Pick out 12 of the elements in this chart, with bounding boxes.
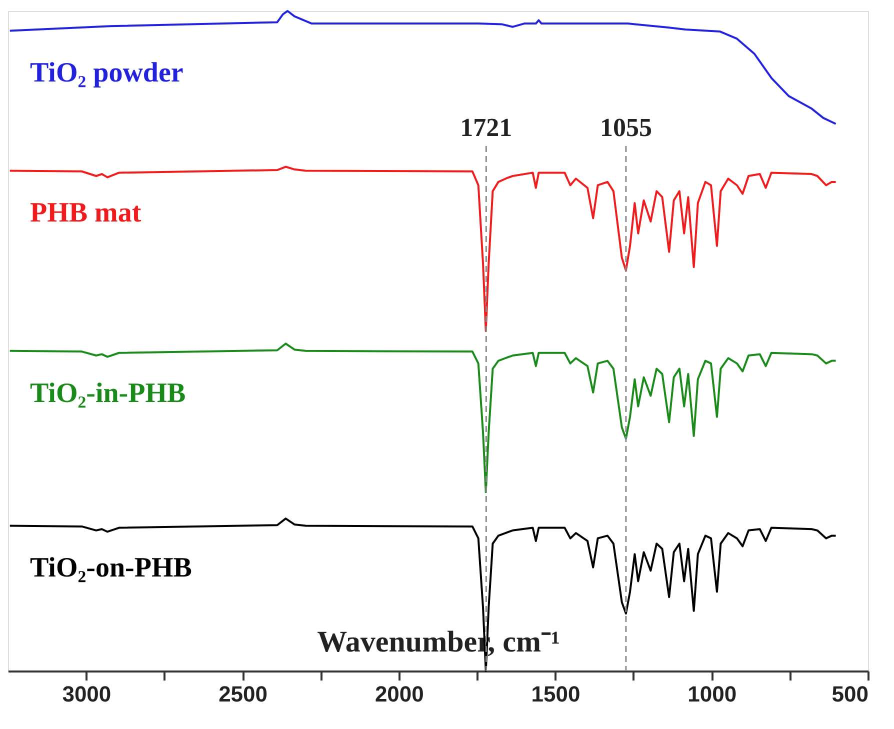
x-tick-label: 1500: [531, 682, 580, 706]
series-label: TiO₂-on-PHB: [30, 552, 192, 584]
series-label: PHB mat: [30, 198, 142, 229]
x-tick-label: 2000: [374, 682, 424, 706]
x-tick-label: 500: [832, 682, 868, 706]
x-tick-label: 2500: [218, 682, 268, 706]
ref-line-label: 1721: [460, 113, 512, 142]
annotation: 1055: [600, 113, 652, 142]
x-tick-label: 1000: [688, 682, 737, 706]
series-label: TiO₂-in-PHB: [30, 378, 186, 409]
x-tick-label: 3000: [62, 682, 112, 706]
series-label: TiO₂ powder: [30, 58, 184, 89]
